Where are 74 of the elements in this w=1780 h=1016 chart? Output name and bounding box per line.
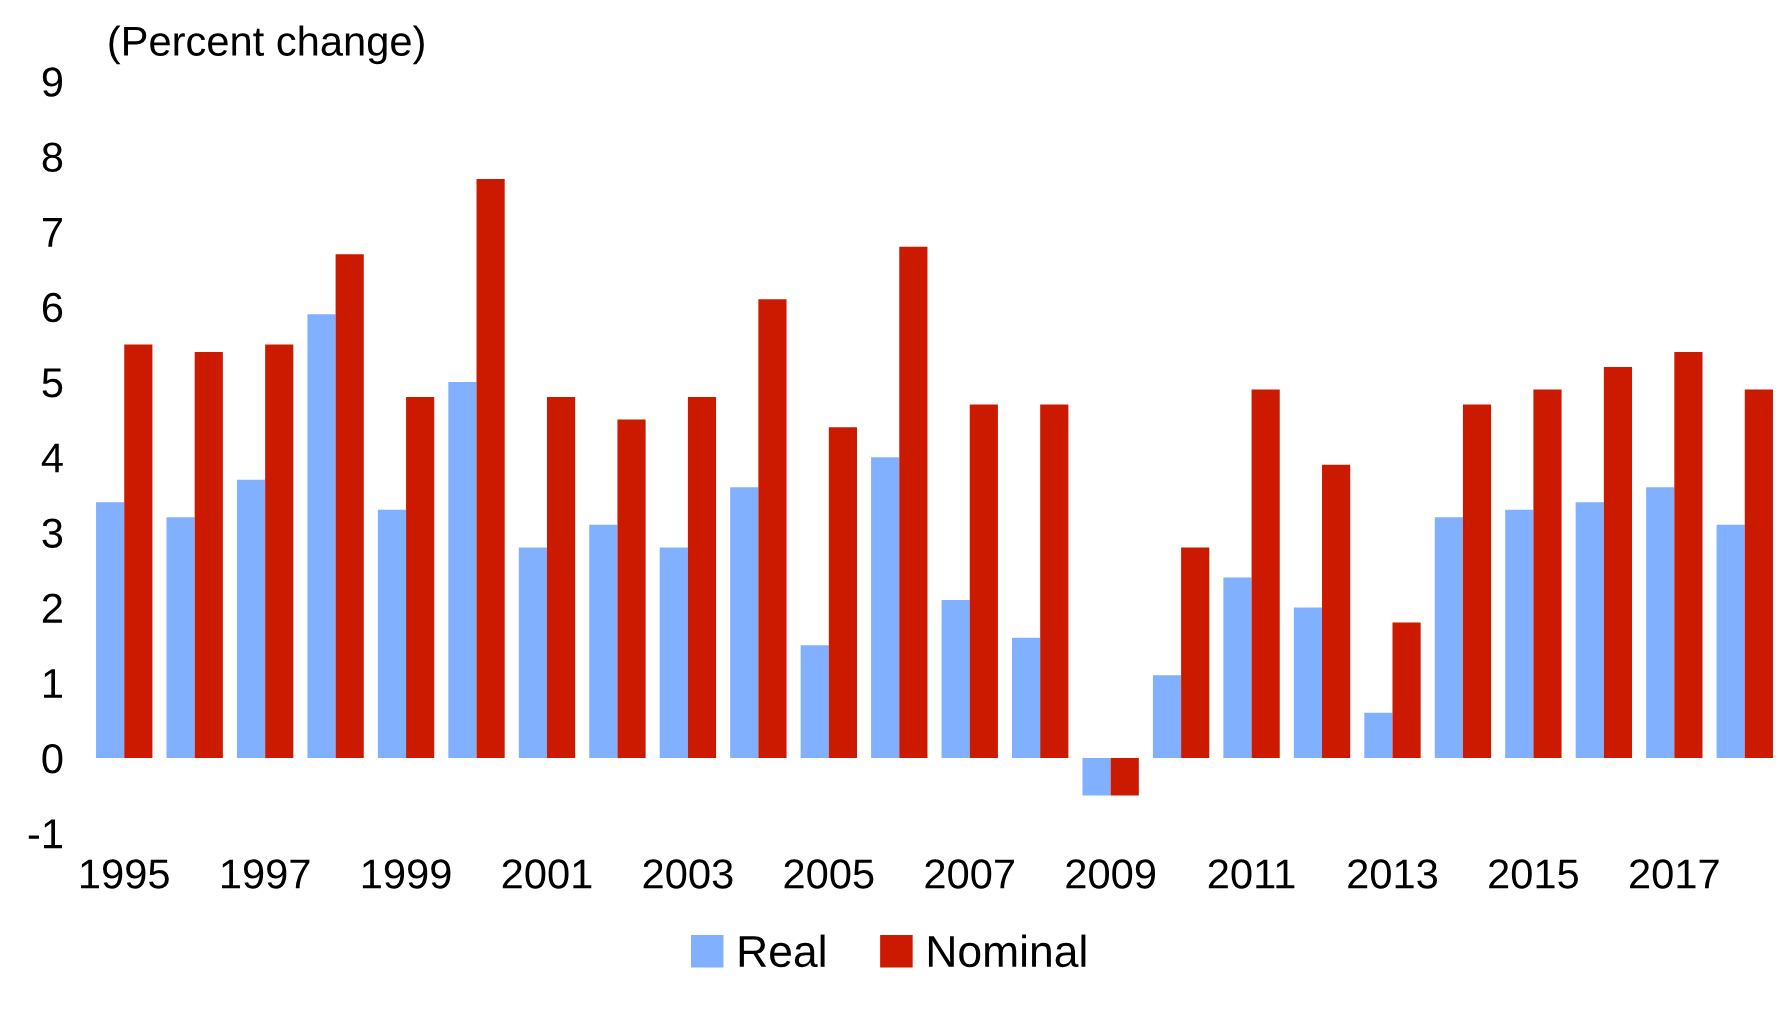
bar — [1505, 509, 1534, 758]
bar — [730, 487, 759, 758]
bar — [1392, 622, 1421, 758]
bar — [406, 397, 435, 758]
y-tick-label: 1 — [44, 669, 62, 698]
y-tick-label: 6 — [42, 292, 63, 323]
bar — [236, 479, 266, 758]
bar — [1434, 517, 1463, 758]
y-tick-label: 8 — [42, 142, 63, 172]
x-tick-label: 2017 — [1630, 859, 1719, 889]
bar — [1533, 389, 1562, 758]
bar — [1012, 637, 1041, 758]
y-tick-label: 0 — [42, 743, 63, 774]
y-tick-label: -1 — [28, 819, 62, 849]
bar — [1181, 547, 1210, 758]
bar — [1223, 577, 1252, 758]
x-tick-label: 2011 — [1208, 859, 1295, 889]
bar — [1575, 502, 1604, 758]
bar — [1110, 757, 1139, 796]
y-tick-label: 9 — [42, 67, 63, 97]
bar — [899, 246, 928, 758]
bar — [687, 397, 717, 758]
bar — [1646, 487, 1675, 758]
x-tick-label: 2001 — [502, 859, 592, 889]
bar — [828, 427, 857, 758]
legend-label: Nominal — [928, 934, 1086, 968]
bar — [589, 524, 618, 758]
x-tick-label: 2013 — [1348, 859, 1437, 889]
bar — [1603, 366, 1633, 758]
legend-label: Real — [739, 934, 825, 968]
x-tick-label: 1995 — [81, 859, 169, 889]
bar — [941, 600, 970, 758]
bar — [1462, 404, 1492, 758]
bar — [476, 179, 505, 758]
bar — [1364, 712, 1393, 758]
bar — [265, 344, 294, 758]
bar — [1082, 757, 1111, 796]
bar — [1716, 524, 1745, 758]
bar — [448, 382, 477, 758]
bar — [335, 254, 364, 758]
x-tick-label: 2003 — [643, 859, 733, 889]
bar — [659, 547, 688, 758]
y-tick-label: 7 — [42, 218, 62, 247]
bar — [758, 299, 787, 758]
x-tick-label: 2015 — [1489, 859, 1578, 889]
bar — [800, 645, 829, 758]
bar — [194, 351, 223, 758]
x-tick-label: 1997 — [221, 859, 310, 889]
y-tick-label: 5 — [42, 368, 63, 398]
bar — [96, 502, 125, 758]
bar — [1674, 351, 1703, 758]
y-tick-label: 3 — [42, 518, 63, 548]
y-tick-label: 2 — [42, 593, 62, 623]
bar — [1322, 464, 1351, 758]
bar — [377, 509, 407, 758]
bar — [871, 457, 900, 758]
y-axis-title: (Percent change) — [109, 25, 424, 65]
x-tick-label: 2009 — [1066, 859, 1156, 889]
bar — [546, 397, 576, 758]
bar — [166, 517, 195, 758]
bar — [1293, 607, 1323, 758]
bar — [307, 314, 336, 758]
bar — [1040, 404, 1069, 758]
bar — [1152, 675, 1182, 758]
bar — [969, 404, 998, 758]
bar — [518, 547, 547, 758]
y-tick-label: 4 — [41, 443, 63, 473]
x-tick-label: 2005 — [784, 859, 874, 889]
bar — [1744, 389, 1773, 758]
x-tick-label: 1999 — [362, 859, 451, 889]
bar — [1251, 389, 1280, 758]
x-tick-label: 2007 — [925, 859, 1014, 889]
bar — [617, 419, 646, 758]
bar — [124, 344, 153, 758]
